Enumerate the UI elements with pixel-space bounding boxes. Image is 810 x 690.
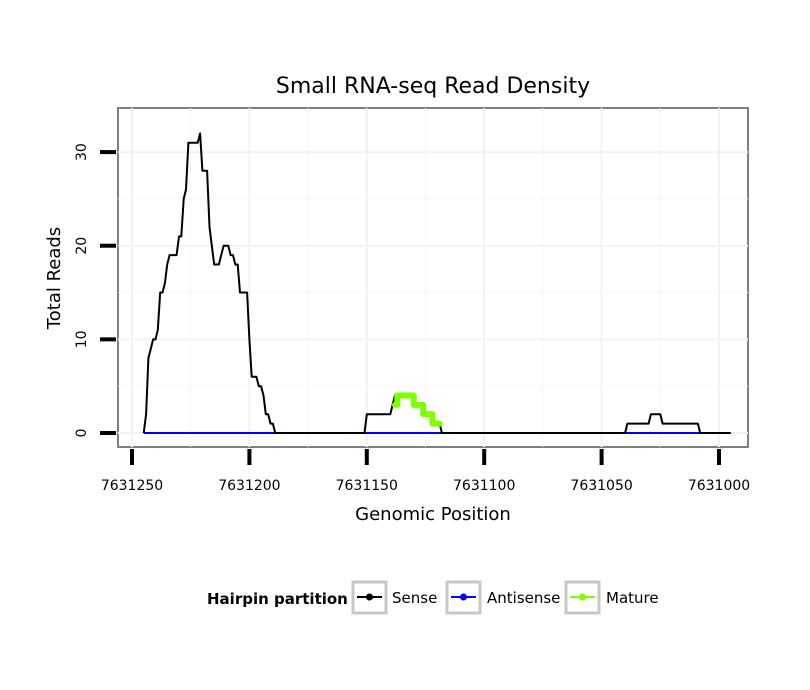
y-tick-label: 10 — [74, 330, 90, 348]
legend: Hairpin partition Sense Antisense Mature — [207, 580, 659, 615]
x-tick-label: 7631250 — [101, 478, 163, 494]
legend-label-mature: Mature — [606, 589, 659, 607]
x-tick-label: 7631100 — [453, 478, 515, 494]
legend-item-antisense: Antisense — [445, 580, 560, 615]
y-tick-label: 20 — [74, 237, 90, 255]
legend-label-sense: Sense — [392, 589, 437, 607]
x-tick-label: 7631050 — [570, 478, 632, 494]
chart-title: Small RNA-seq Read Density — [276, 74, 590, 99]
legend-title: Hairpin partition — [207, 590, 348, 608]
x-axis-label: Genomic Position — [355, 504, 511, 525]
y-tick-label: 0 — [74, 429, 90, 438]
x-tick-label: 7631150 — [336, 478, 398, 494]
legend-point-sense — [366, 593, 373, 601]
legend-item-mature: Mature — [564, 580, 659, 615]
y-tick-label: 30 — [74, 143, 90, 161]
legend-label-antisense: Antisense — [487, 589, 560, 607]
plot-panel — [117, 107, 749, 448]
legend-point-antisense — [460, 593, 467, 601]
legend-item-sense: Sense — [351, 580, 437, 615]
x-tick-label: 7631200 — [218, 478, 280, 494]
x-tick-label: 7631000 — [688, 478, 750, 494]
axes: 7631250 7631200 7631150 7631100 7631050 76310… — [74, 143, 750, 494]
y-axis-label: Total Reads — [44, 227, 65, 330]
series-line-mature — [392, 392, 443, 427]
series-lines — [142, 132, 731, 434]
legend-point-mature — [579, 593, 586, 601]
